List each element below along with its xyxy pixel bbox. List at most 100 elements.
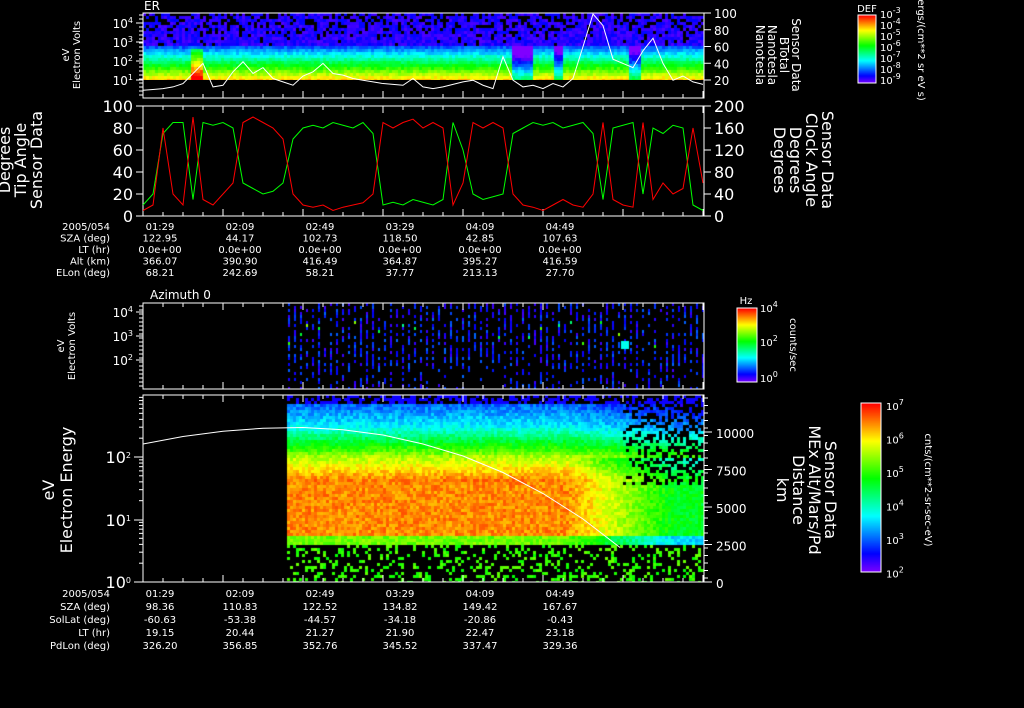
hz-colorbar-units: counts/sec bbox=[787, 318, 798, 372]
distance-tick-label: 5000 bbox=[716, 502, 747, 516]
azimuth-ytick-label: 104 bbox=[113, 305, 133, 320]
hz-colorbar-tick: 104 bbox=[760, 300, 778, 315]
def-colorbar-frame bbox=[857, 14, 877, 84]
clock-tick-label: 160 bbox=[714, 119, 745, 138]
hz-colorbar-tick: 102 bbox=[760, 334, 778, 349]
orbit-table-1-cell: 416.59 bbox=[543, 257, 578, 268]
orbit-table-2-cell: 02:09 bbox=[226, 589, 255, 600]
angle-panel-frame bbox=[142, 105, 705, 217]
tip-tick-label: 20 bbox=[113, 185, 133, 204]
flux-colorbar-frame bbox=[860, 402, 882, 573]
altitude-line bbox=[142, 426, 621, 548]
orbit-table-2-cell: 21.90 bbox=[386, 628, 415, 639]
flux-colorbar-tick: 105 bbox=[886, 465, 904, 480]
orbit-table-2-cell: -20.86 bbox=[464, 615, 496, 626]
orbit-table-2-cell: 04:09 bbox=[466, 589, 495, 600]
orbit-table-1-cell: 27.70 bbox=[546, 268, 575, 279]
er-ylabel: eV bbox=[61, 48, 72, 61]
orbit-table-2-cell: 167.67 bbox=[543, 602, 578, 613]
distance-label: MEx Alt/Mars/Pd bbox=[805, 425, 824, 554]
orbit-table-2-row-label: SZA (deg) bbox=[60, 602, 110, 613]
clock-angle-label: Clock Angle bbox=[802, 113, 821, 207]
def-colorbar-tick: 10-5 bbox=[880, 28, 901, 43]
azimuth-ytick-label: 103 bbox=[113, 329, 133, 344]
er-ylabel: Electron Volts bbox=[72, 21, 83, 89]
orbit-table-1-cell: 0.0e+00 bbox=[138, 245, 181, 256]
orbit-table-2-cell: 19.15 bbox=[146, 628, 175, 639]
orbit-table-2-row-label: SolLat (deg) bbox=[49, 615, 110, 626]
orbit-table-1-cell: 213.13 bbox=[463, 268, 498, 279]
energy-ytick-label: 101 bbox=[106, 511, 131, 530]
orbit-table-2-cell: 04:49 bbox=[546, 589, 575, 600]
hz-colorbar-tick: 100 bbox=[760, 370, 778, 385]
er-ytick-label: 102 bbox=[113, 54, 133, 69]
flux-colorbar-tick: 104 bbox=[886, 499, 904, 514]
clock-angle-label: Degrees bbox=[786, 127, 805, 194]
distance-tick-label: 0 bbox=[716, 577, 724, 591]
orbit-table-1-cell: 02:49 bbox=[306, 222, 335, 233]
distance-label: Distance bbox=[789, 455, 808, 525]
tip-angle-label: Sensor Data bbox=[27, 111, 46, 209]
orbit-table-2-cell: 110.83 bbox=[223, 602, 258, 613]
btotal-tick-label: 60 bbox=[714, 41, 729, 55]
orbit-table-2-cell: 352.76 bbox=[303, 641, 338, 652]
orbit-table-2-cell: 03:29 bbox=[386, 589, 415, 600]
flux-colorbar bbox=[861, 403, 881, 572]
orbit-table-1-cell: 04:09 bbox=[466, 222, 495, 233]
orbit-table-2-cell: 356.85 bbox=[223, 641, 258, 652]
azimuth-ylabel: eV bbox=[56, 339, 67, 352]
orbit-table-2-cell: 23.18 bbox=[546, 628, 575, 639]
orbit-table-1-cell: 44.17 bbox=[226, 234, 255, 245]
def-colorbar-tick: 10-9 bbox=[880, 72, 901, 87]
clock-tick-label: 120 bbox=[714, 141, 745, 160]
orbit-table-1-row-label: 2005/054 bbox=[62, 222, 110, 233]
orbit-table-2-cell: 345.52 bbox=[383, 641, 418, 652]
orbit-table-1-cell: 102.73 bbox=[303, 234, 338, 245]
distance-tick-label: 10000 bbox=[716, 427, 754, 441]
er-ytick-label: 101 bbox=[113, 73, 133, 88]
orbit-table-1-cell: 118.50 bbox=[383, 234, 418, 245]
orbit-table-2-cell: 134.82 bbox=[383, 602, 418, 613]
def-colorbar-units: ergs/(cm**2 sr eV s) bbox=[915, 0, 926, 101]
orbit-table-1-cell: 107.63 bbox=[543, 234, 578, 245]
energy-ytick-label: 100 bbox=[106, 573, 131, 592]
flux-colorbar-tick: 102 bbox=[886, 566, 904, 581]
azimuth-ytick-label: 102 bbox=[113, 353, 133, 368]
energy-ylabel: Electron Energy bbox=[57, 427, 76, 554]
orbit-table-1-cell: 0.0e+00 bbox=[218, 245, 261, 256]
flux-colorbar-tick: 106 bbox=[886, 432, 904, 447]
orbit-table-2-cell: 149.42 bbox=[463, 602, 498, 613]
btotal-tick-label: 20 bbox=[714, 74, 729, 88]
azimuth-spectrogram bbox=[143, 303, 704, 389]
er-title: ER bbox=[144, 0, 160, 13]
flux-colorbar-units: cnts/(cm**2-sr-sec-eV) bbox=[922, 433, 933, 546]
orbit-table-2-cell: -34.18 bbox=[384, 615, 416, 626]
orbit-table-2-cell: 21.27 bbox=[306, 628, 335, 639]
orbit-table-1-cell: 364.87 bbox=[383, 257, 418, 268]
orbit-table-1-cell: 390.90 bbox=[223, 257, 258, 268]
btotal-label: Nanotesla bbox=[765, 25, 779, 85]
orbit-table-2-cell: -53.38 bbox=[224, 615, 256, 626]
btotal-label: Sensor Data bbox=[789, 18, 803, 92]
orbit-table-1-cell: 122.95 bbox=[143, 234, 178, 245]
orbit-table-2-cell: 02:49 bbox=[306, 589, 335, 600]
orbit-table-2-cell: 329.36 bbox=[543, 641, 578, 652]
def-colorbar bbox=[858, 15, 876, 83]
orbit-table-1-cell: 395.27 bbox=[463, 257, 498, 268]
clock-angle-label: Degrees bbox=[770, 127, 789, 194]
clock-tick-label: 80 bbox=[714, 163, 734, 182]
azimuth-panel-frame bbox=[142, 302, 705, 390]
distance-tick-label: 2500 bbox=[716, 540, 747, 554]
energy-ylabel: eV bbox=[39, 480, 58, 501]
distance-tick-label: 7500 bbox=[716, 465, 747, 479]
distance-label: Sensor Data bbox=[821, 441, 840, 539]
orbit-table-1-cell: 04:49 bbox=[546, 222, 575, 233]
def-colorbar-tick: 10-7 bbox=[880, 50, 901, 65]
orbit-table-2-cell: 122.52 bbox=[303, 602, 338, 613]
orbit-table-1-cell: 366.07 bbox=[143, 257, 178, 268]
orbit-table-2-cell: -0.43 bbox=[547, 615, 573, 626]
orbit-table-2-cell: 22.47 bbox=[466, 628, 495, 639]
tip-tick-label: 40 bbox=[113, 163, 133, 182]
orbit-table-1-row-label: SZA (deg) bbox=[60, 234, 110, 245]
